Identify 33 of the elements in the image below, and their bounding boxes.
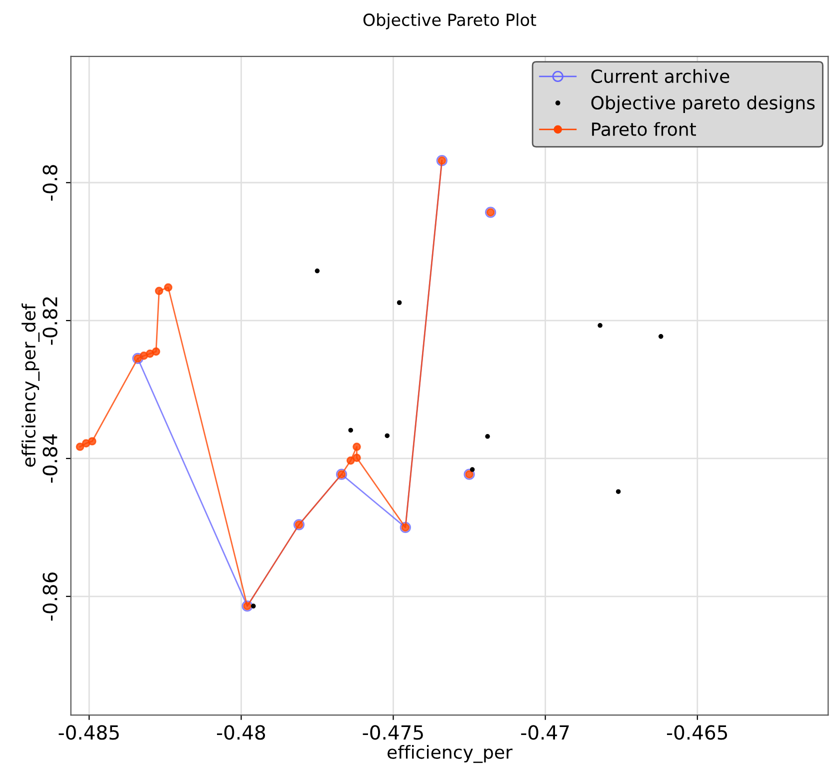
point [346,456,355,465]
legend-label: Current archive [591,69,730,84]
point [164,283,172,292]
point [76,442,84,451]
legend-label: Objective pareto designs [591,96,815,114]
y-tick-label: -0.82 [42,297,58,345]
point [352,454,361,462]
point [314,268,320,274]
point [396,300,402,306]
point [616,489,621,494]
x-tick-label: -0.47 [521,725,569,740]
point [352,442,361,451]
point [250,604,256,608]
y-tick-label: -0.84 [42,434,58,483]
legend-label: Pareto front [592,122,696,136]
y-tick-label: -0.86 [42,572,58,621]
point [384,433,390,438]
y-axis-title: efficiency_per_def [22,303,40,467]
x-tick-label: -0.475 [362,725,423,740]
point [348,428,354,433]
point [470,467,475,472]
point [152,347,160,356]
x-tick-label: -0.48 [216,725,266,740]
x-tick-label: -0.465 [667,725,728,740]
point [88,437,96,446]
point [485,434,490,439]
point [658,334,664,339]
chart-title: Objective Pareto Plot [363,13,536,30]
point [598,322,602,328]
point [154,286,164,296]
x-tick-label: -0.485 [58,725,119,740]
y-tick-label: -0.8 [42,164,58,201]
x-axis-title: efficiency_per [388,744,513,763]
